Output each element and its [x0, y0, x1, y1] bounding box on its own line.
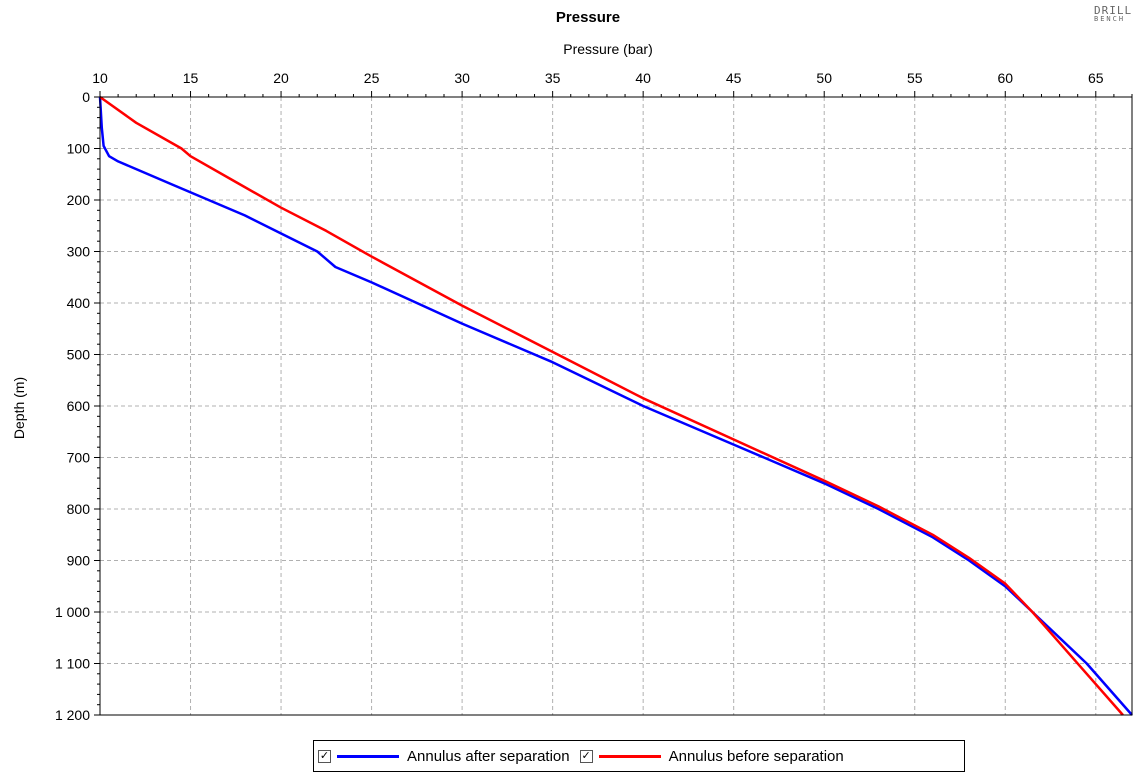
- x-tick-label: 45: [726, 70, 742, 86]
- logo-line-1: DRILL: [1094, 6, 1133, 17]
- series-line-after-separation: [98, 96, 1133, 716]
- x-tick-label: 40: [635, 70, 651, 86]
- chart-title: Pressure: [556, 9, 620, 26]
- x-tick-label: 15: [183, 70, 199, 86]
- y-tick-label: 500: [67, 347, 91, 363]
- series-line-before-separation: [99, 95, 1124, 716]
- y-tick-label: 800: [67, 501, 91, 517]
- y-tick-label: 600: [67, 398, 91, 414]
- x-tick-label: 20: [273, 70, 289, 86]
- logo-line-2: BENCH: [1094, 15, 1126, 23]
- y-tick-label: 200: [67, 192, 91, 208]
- y-tick-label: 300: [67, 244, 91, 260]
- x-tick-label: 25: [364, 70, 380, 86]
- grid: [100, 97, 1132, 715]
- x-axis-title: Pressure (bar): [563, 41, 652, 57]
- legend-item-after-separation[interactable]: ✓ Annulus after separation: [318, 748, 570, 765]
- legend-checkbox-icon[interactable]: ✓: [318, 749, 331, 763]
- x-tick-label: 30: [454, 70, 470, 86]
- legend-swatch-red: [598, 754, 661, 758]
- x-tick-label: 35: [545, 70, 561, 86]
- legend-swatch-blue: [337, 754, 399, 758]
- y-tick-label: 1 200: [55, 707, 90, 723]
- y-tick-label: 0: [82, 89, 90, 105]
- y-tick-label: 700: [67, 450, 91, 466]
- axis-ticks: 10 15 20 25 30 35 40 45 50 55 60 65 0 100 200 300 400 500…: [55, 70, 1133, 723]
- x-tick-label: 10: [92, 70, 108, 86]
- x-tick-label: 50: [816, 70, 832, 86]
- plot-area-frame: [99, 96, 1133, 716]
- legend-checkbox-icon[interactable]: ✓: [579, 749, 593, 763]
- y-tick-label: 1 100: [55, 656, 90, 672]
- y-axis-title: Depth (m): [11, 377, 27, 439]
- x-tick-label: 55: [907, 70, 923, 86]
- y-tick-label: 900: [67, 553, 91, 569]
- legend-item-before-separation[interactable]: ✓ Annulus before separation: [579, 747, 844, 765]
- x-tick-label: 60: [997, 70, 1013, 86]
- legend-label: Annulus before separation: [668, 747, 844, 765]
- legend-label: Annulus after separation: [407, 747, 570, 765]
- y-tick-label: 400: [67, 295, 91, 311]
- y-tick-label: 1 000: [55, 604, 90, 620]
- x-tick-label: 65: [1088, 70, 1104, 86]
- y-tick-label: 100: [67, 141, 91, 157]
- chart-legend: ✓ Annulus after separation ✓ Annulus bef…: [313, 740, 965, 772]
- series-lines: [98, 95, 1133, 716]
- drillbench-logo: DRILL BENCH: [1094, 6, 1138, 24]
